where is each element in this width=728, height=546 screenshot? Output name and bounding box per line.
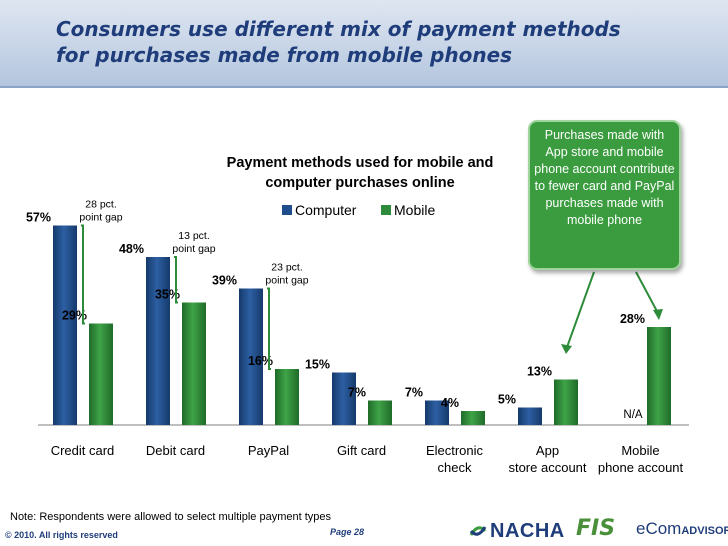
bar-mobile: [554, 379, 578, 425]
bar-computer: [425, 400, 449, 425]
callout-text: Purchases made with App store and mobile…: [534, 128, 675, 227]
data-label-computer: 5%: [498, 393, 516, 407]
slide-title-line-1: Consumers use different mix of payment m…: [56, 17, 621, 41]
nacha-mark-icon: [469, 526, 487, 536]
gap-bracket: [267, 287, 271, 370]
slide-title: Consumers use different mix of payment m…: [56, 16, 696, 68]
category-label: phone account: [598, 460, 684, 475]
callout-arrow-mobile-phone: [635, 271, 660, 316]
legend-label-mobile: Mobile: [394, 202, 436, 218]
category-label: Electronic: [426, 443, 484, 458]
data-label-mobile: 7%: [348, 386, 366, 400]
ecom-advisors-logo: eComADVISORS: [636, 519, 728, 539]
data-label-computer: 57%: [26, 211, 51, 225]
bar-mobile: [368, 400, 392, 425]
chart-title: Payment methods used for mobile and comp…: [226, 155, 494, 191]
data-label-computer: 7%: [405, 386, 423, 400]
callout-arrowhead-mobile-phone: [653, 309, 663, 320]
callout-arrow-app-store: [565, 271, 595, 351]
data-label-mobile: 4%: [441, 396, 459, 410]
bar-mobile: [182, 302, 206, 425]
legend-swatch-computer: [282, 205, 292, 215]
page-number: Page 28: [330, 527, 365, 537]
bar-mobile: [89, 323, 113, 425]
bar-computer: [146, 257, 170, 425]
category-label: Mobile: [621, 443, 659, 458]
bar-mobile: [461, 411, 485, 425]
footnote: Note: Respondents were allowed to select…: [10, 511, 332, 523]
gap-annotation-line2: point gap: [79, 212, 122, 224]
data-label-computer: 48%: [119, 242, 144, 256]
gap-annotation-line1: 23 pct.: [271, 262, 303, 274]
legend-swatch-mobile: [381, 205, 391, 215]
category-label: Credit card: [51, 443, 115, 458]
gap-annotation-line2: point gap: [172, 243, 215, 255]
data-label-computer: 15%: [305, 358, 330, 372]
data-label-computer: 39%: [212, 274, 237, 288]
data-label-mobile: 29%: [62, 309, 87, 323]
bar-mobile: [275, 369, 299, 425]
slide-title-line-2: for purchases made from mobile phones: [56, 43, 513, 67]
gap-bracket: [81, 224, 85, 325]
legend-item-mobile: Mobile: [381, 202, 435, 218]
data-label-mobile: 16%: [248, 354, 273, 368]
fis-logo: FIS: [576, 516, 616, 541]
data-label-mobile: 13%: [527, 365, 552, 379]
legend-label-computer: Computer: [295, 202, 357, 218]
category-label: store account: [508, 460, 586, 475]
gap-annotation-line1: 28 pct.: [85, 199, 117, 211]
gap-annotation-line2: point gap: [265, 275, 308, 287]
category-label: App: [536, 443, 559, 458]
bar-computer: [518, 407, 542, 425]
category-label: check: [438, 460, 472, 475]
gap-annotation-line1: 13 pct.: [178, 230, 210, 242]
ecom-logo-main: eCom: [636, 519, 682, 538]
bar-computer: [239, 288, 263, 425]
callout-box: Purchases made with App store and mobile…: [528, 120, 681, 270]
nacha-logo-text: NACHA: [490, 519, 565, 542]
ecom-logo-sub: ADVISORS: [681, 525, 728, 537]
gap-bracket: [174, 256, 178, 304]
category-label: Gift card: [337, 443, 386, 458]
header-bar: [0, 0, 728, 88]
callout-arrowhead-app-store: [561, 344, 572, 354]
bar-mobile: [647, 327, 671, 425]
data-label-mobile: 28%: [620, 312, 645, 326]
legend-item-computer: Computer: [282, 202, 356, 218]
bar-computer: [332, 372, 356, 425]
category-label: PayPal: [248, 443, 289, 458]
category-label: Debit card: [146, 443, 205, 458]
data-label-mobile: 35%: [155, 288, 180, 302]
data-label-computer: N/A: [623, 409, 643, 421]
bar-computer: [53, 225, 77, 425]
copyright: © 2010. All rights reserved: [5, 530, 118, 540]
nacha-logo: NACHA: [468, 518, 570, 544]
